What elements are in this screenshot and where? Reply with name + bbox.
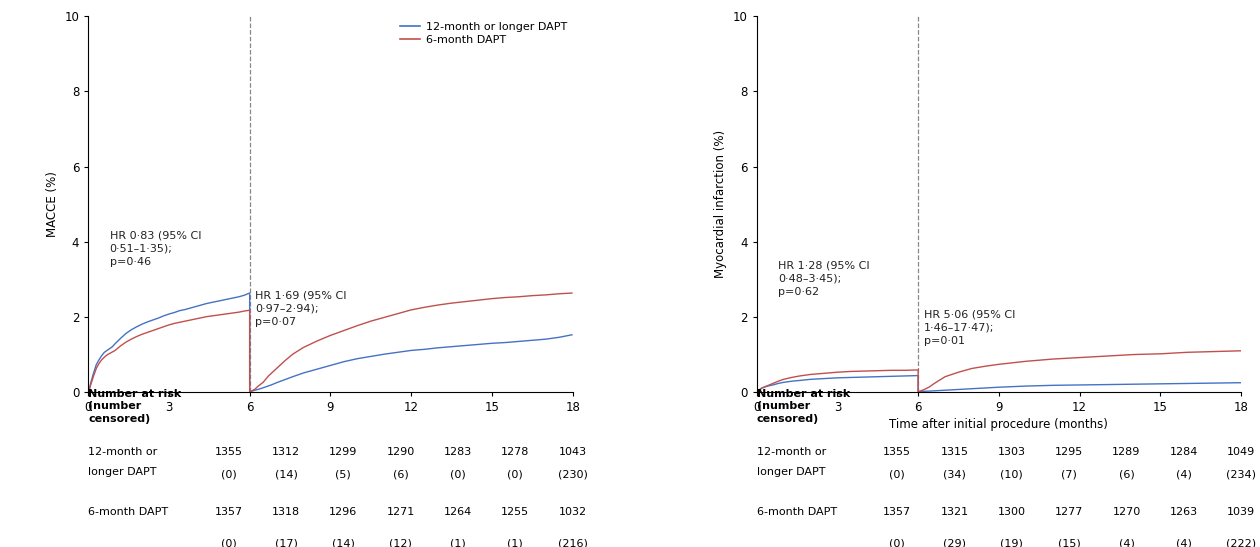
Text: (4): (4) (1119, 539, 1134, 547)
Text: HR 0·83 (95% CI
0·51–1·35);
p=0·46: HR 0·83 (95% CI 0·51–1·35); p=0·46 (110, 230, 202, 267)
Text: 1043: 1043 (558, 446, 587, 457)
Text: HR 1·69 (95% CI
0·97–2·94);
p=0·07: HR 1·69 (95% CI 0·97–2·94); p=0·07 (255, 290, 346, 327)
Text: 1357: 1357 (214, 507, 243, 517)
Text: 1270: 1270 (1113, 507, 1140, 517)
Text: 12-month or: 12-month or (757, 446, 827, 457)
Text: (234): (234) (1226, 470, 1256, 480)
Text: 1032: 1032 (558, 507, 587, 517)
Text: (7): (7) (1061, 470, 1077, 480)
Text: 1277: 1277 (1055, 507, 1084, 517)
Text: HR 5·06 (95% CI
1·46–17·47);
p=0·01: HR 5·06 (95% CI 1·46–17·47); p=0·01 (924, 309, 1014, 346)
Text: 1039: 1039 (1227, 507, 1255, 517)
Y-axis label: Myocardial infarction (%): Myocardial infarction (%) (714, 130, 727, 278)
Text: (10): (10) (1000, 470, 1023, 480)
Text: (5): (5) (335, 470, 352, 480)
Text: Number at risk
(number
censored): Number at risk (number censored) (88, 389, 181, 423)
Text: (4): (4) (1176, 539, 1192, 547)
X-axis label: Time after initial procedure (months): Time after initial procedure (months) (890, 418, 1109, 431)
Text: 1355: 1355 (883, 446, 911, 457)
Y-axis label: MACCE (%): MACCE (%) (45, 171, 59, 237)
Text: 1357: 1357 (883, 507, 911, 517)
Text: (6): (6) (393, 470, 408, 480)
Text: (34): (34) (942, 470, 966, 480)
Text: 6-month DAPT: 6-month DAPT (757, 507, 837, 517)
Text: (4): (4) (1176, 470, 1192, 480)
Text: 1355: 1355 (214, 446, 243, 457)
Text: 1263: 1263 (1169, 507, 1198, 517)
Text: (0): (0) (220, 539, 237, 547)
Text: (14): (14) (275, 470, 297, 480)
Text: 1318: 1318 (272, 507, 300, 517)
Text: 1289: 1289 (1113, 446, 1140, 457)
Text: 1284: 1284 (1169, 446, 1198, 457)
Text: 1303: 1303 (998, 446, 1026, 457)
Text: 1312: 1312 (272, 446, 300, 457)
Text: (0): (0) (890, 470, 905, 480)
Text: (0): (0) (450, 470, 466, 480)
Text: (1): (1) (508, 539, 523, 547)
Text: 1278: 1278 (501, 446, 529, 457)
Text: 1283: 1283 (444, 446, 472, 457)
Text: (6): (6) (1119, 470, 1134, 480)
Text: 1321: 1321 (940, 507, 969, 517)
Text: HR 1·28 (95% CI
0·48–3·45);
p=0·62: HR 1·28 (95% CI 0·48–3·45); p=0·62 (779, 260, 869, 297)
Text: (15): (15) (1057, 539, 1081, 547)
Text: 1295: 1295 (1055, 446, 1084, 457)
Text: (29): (29) (942, 539, 966, 547)
Text: (230): (230) (558, 470, 587, 480)
Text: (216): (216) (558, 539, 587, 547)
Text: (222): (222) (1226, 539, 1256, 547)
Text: 1271: 1271 (387, 507, 415, 517)
Text: longer DAPT: longer DAPT (757, 467, 825, 477)
Text: (12): (12) (389, 539, 412, 547)
Text: 12-month or: 12-month or (88, 446, 158, 457)
Text: 1299: 1299 (329, 446, 358, 457)
Text: (0): (0) (220, 470, 237, 480)
Legend: 12-month or longer DAPT, 6-month DAPT: 12-month or longer DAPT, 6-month DAPT (401, 22, 567, 45)
Text: 6-month DAPT: 6-month DAPT (88, 507, 169, 517)
Text: 1290: 1290 (387, 446, 415, 457)
Text: 1049: 1049 (1227, 446, 1255, 457)
Text: 1255: 1255 (501, 507, 529, 517)
Text: (19): (19) (1000, 539, 1023, 547)
Text: 1296: 1296 (329, 507, 358, 517)
Text: longer DAPT: longer DAPT (88, 467, 156, 477)
Text: (0): (0) (508, 470, 523, 480)
Text: Number at risk
(number
censored): Number at risk (number censored) (757, 389, 851, 423)
Text: (0): (0) (890, 539, 905, 547)
Text: (1): (1) (450, 539, 466, 547)
Text: A: A (40, 0, 53, 2)
Text: 1300: 1300 (998, 507, 1026, 517)
Text: 1264: 1264 (444, 507, 472, 517)
Text: 1315: 1315 (940, 446, 969, 457)
Text: (17): (17) (275, 539, 297, 547)
Text: (14): (14) (331, 539, 355, 547)
Text: C: C (708, 0, 721, 2)
